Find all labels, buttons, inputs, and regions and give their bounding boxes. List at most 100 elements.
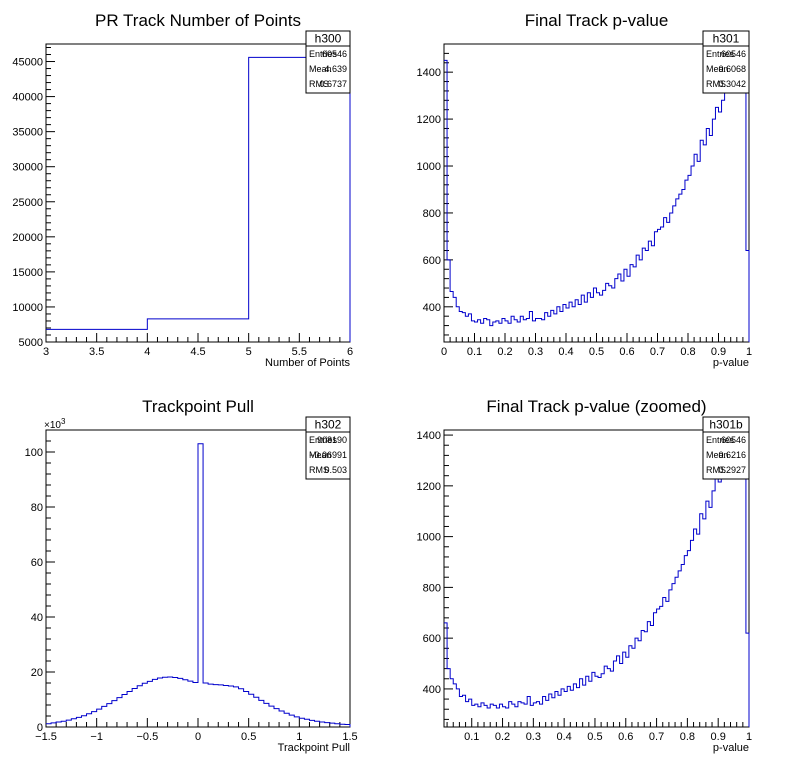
x-tick-label: 0.4 bbox=[558, 346, 573, 358]
stats-row-label: RMS bbox=[309, 79, 329, 89]
x-tick-label: 0.8 bbox=[680, 731, 695, 743]
x-tick-label: 0 bbox=[195, 731, 201, 743]
x-axis-label: p-value bbox=[713, 357, 749, 369]
y-tick-label: 1200 bbox=[417, 481, 441, 493]
stats-row-value: 908190 bbox=[317, 435, 347, 445]
stats-row-value: 0.2927 bbox=[718, 465, 746, 475]
stats-row-label: RMS bbox=[309, 465, 329, 475]
stats-row-label: Mean bbox=[309, 64, 332, 74]
y-tick-label: 25000 bbox=[12, 197, 43, 209]
y-tick-label: 45000 bbox=[12, 57, 43, 69]
x-axis-label: p-value bbox=[713, 742, 749, 754]
y-tick-label: 35000 bbox=[12, 127, 43, 139]
y-tick-label: 1400 bbox=[417, 430, 441, 442]
x-tick-label: 5.5 bbox=[292, 346, 307, 358]
x-tick-label: 0.9 bbox=[711, 731, 726, 743]
x-tick-label: 0 bbox=[441, 346, 447, 358]
y-tick-label: 400 bbox=[423, 302, 441, 314]
histogram-series bbox=[444, 429, 750, 727]
stats-box-title: h302 bbox=[315, 418, 342, 432]
x-tick-label: 0.7 bbox=[649, 731, 664, 743]
stats-box-frame bbox=[305, 416, 351, 480]
x-tick-label: 0.5 bbox=[589, 346, 604, 358]
x-tick-label: 1 bbox=[296, 731, 302, 743]
stats-row-label: Entries bbox=[309, 435, 338, 445]
y-tick-label: 600 bbox=[423, 255, 441, 267]
stats-row-value: 0.3042 bbox=[718, 79, 746, 89]
stats-row-value: 4.639 bbox=[324, 64, 347, 74]
x-tick-label: 6 bbox=[347, 346, 353, 358]
chart-title: Final Track p-value bbox=[525, 11, 669, 30]
stats-row-value: 0.6068 bbox=[718, 64, 746, 74]
y-tick-label: 400 bbox=[423, 684, 441, 696]
stats-row-value: 60546 bbox=[721, 435, 746, 445]
x-tick-label: 0.3 bbox=[528, 346, 543, 358]
x-tick-label: 0.3 bbox=[526, 731, 541, 743]
y-tick-label: 60 bbox=[31, 557, 43, 569]
stats-row-label: Entries bbox=[706, 435, 735, 445]
y-tick-label: 10000 bbox=[12, 302, 43, 314]
x-tick-label: 0.6 bbox=[619, 346, 634, 358]
y-tick-label: 20 bbox=[31, 667, 43, 679]
y-tick-label: 20000 bbox=[12, 232, 43, 244]
stats-box-frame bbox=[702, 416, 750, 480]
y-tick-label: 800 bbox=[423, 208, 441, 220]
y-tick-label: 15000 bbox=[12, 267, 43, 279]
stats-row-value: 60546 bbox=[721, 49, 746, 59]
x-tick-label: 5 bbox=[246, 346, 252, 358]
pad-h301b: Final Track p-value (zoomed) 0.1 0.2 0.3 0.4… bbox=[417, 397, 753, 754]
x-tick-label: 4 bbox=[144, 346, 150, 358]
y-tick-label: 800 bbox=[423, 582, 441, 594]
x-tick-label: 1 bbox=[746, 731, 752, 743]
x-tick-label: 0.8 bbox=[680, 346, 695, 358]
chart-title: Final Track p-value (zoomed) bbox=[486, 397, 706, 416]
chart-title: PR Track Number of Points bbox=[95, 11, 301, 30]
y-tick-label: 0 bbox=[37, 722, 43, 734]
stats-box-frame bbox=[305, 30, 351, 94]
stats-row-label: Mean bbox=[309, 450, 332, 460]
x-axis-label: Number of Points bbox=[265, 357, 350, 369]
x-tick-label: −1.5 bbox=[35, 731, 57, 743]
x-tick-label: 3.5 bbox=[89, 346, 104, 358]
x-axis-label: Trackpoint Pull bbox=[278, 742, 350, 754]
y-tick-label: 1000 bbox=[417, 161, 441, 173]
stats-row-value: −0.06991 bbox=[309, 450, 347, 460]
pad-h300: PR Track Number of Points 3 3.5 4 4.5 5 5.5 6 50… bbox=[12, 11, 353, 369]
stats-row-label: Mean bbox=[706, 64, 729, 74]
y-tick-label: 5000 bbox=[19, 337, 43, 349]
y-tick-label: 30000 bbox=[12, 162, 43, 174]
y-tick-label: 40000 bbox=[12, 92, 43, 104]
x-tick-label: 0.5 bbox=[241, 731, 256, 743]
stats-row-label: Mean bbox=[706, 450, 729, 460]
y-tick-label: 1400 bbox=[417, 67, 441, 79]
stats-row-value: 0.6737 bbox=[319, 79, 347, 89]
y-exponent-power: 3 bbox=[61, 417, 66, 426]
stats-row-value: 0.6216 bbox=[718, 450, 746, 460]
chart-title: Trackpoint Pull bbox=[142, 397, 254, 416]
x-tick-label: 1 bbox=[746, 346, 752, 358]
histogram-series bbox=[46, 443, 351, 727]
y-tick-label: 40 bbox=[31, 612, 43, 624]
y-tick-label: 80 bbox=[31, 502, 43, 514]
x-tick-label: 0.2 bbox=[495, 731, 510, 743]
x-tick-label: 3 bbox=[43, 346, 49, 358]
x-tick-label: 4.5 bbox=[190, 346, 205, 358]
x-tick-label: 0.2 bbox=[497, 346, 512, 358]
plot-frame bbox=[443, 429, 750, 728]
y-tick-label: 1200 bbox=[417, 114, 441, 126]
stats-box-title: h301 bbox=[713, 32, 740, 46]
x-tick-label: 0.6 bbox=[618, 731, 633, 743]
histogram-series bbox=[46, 56, 351, 342]
plot-frame bbox=[45, 43, 351, 343]
stats-row-label: Entries bbox=[706, 49, 735, 59]
x-tick-label: 0.7 bbox=[650, 346, 665, 358]
stats-box-title: h301b bbox=[709, 418, 743, 432]
pad-h301: Final Track p-value 0 0.1 0.2 0.3 0.4 0.5 0.6 0.… bbox=[417, 11, 753, 369]
y-exponent-base: ×10 bbox=[44, 420, 61, 431]
stats-box-title: h300 bbox=[315, 32, 342, 46]
